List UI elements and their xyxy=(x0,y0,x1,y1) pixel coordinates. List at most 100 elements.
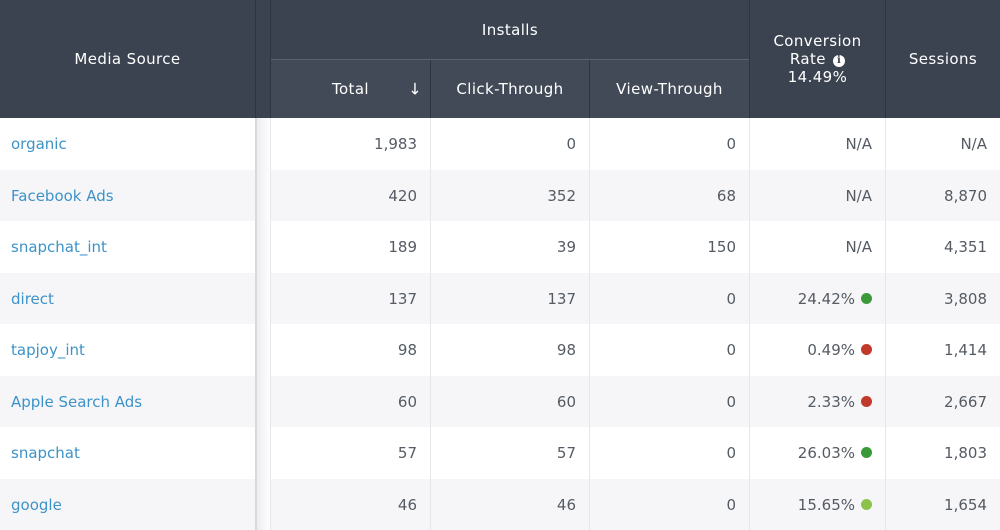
cell-conversion-rate: 26.03% xyxy=(749,427,885,478)
cell-conversion-rate: 0.49% xyxy=(749,324,885,375)
cell-conversion-rate: N/A xyxy=(749,118,885,169)
frozen-column-shadow xyxy=(255,118,271,530)
frozen-column-edge xyxy=(255,118,257,530)
column-header-view-through[interactable]: View-Through xyxy=(589,60,749,118)
cell-installs-total: 46 xyxy=(397,495,417,514)
conversion-rate-value: 2.33% xyxy=(807,393,872,411)
cell-view-through: 0 xyxy=(726,289,736,308)
cell-click-through: 98 xyxy=(556,340,576,359)
cell-click-through: 352 xyxy=(547,186,576,205)
cell-installs-total: 98 xyxy=(397,340,417,359)
conversion-rate-value: N/A xyxy=(845,187,872,205)
conversion-rate-text: 24.42% xyxy=(797,289,855,308)
column-header-conversion-label-line2-wrap: Rate i xyxy=(789,50,846,68)
column-header-view-through-label: View-Through xyxy=(616,80,723,98)
media-source-link[interactable]: tapjoy_int xyxy=(11,340,85,359)
cell-view-through: 0 xyxy=(726,134,736,153)
cell-conversion-rate: 24.42% xyxy=(749,273,885,324)
cell-conversion-rate: 2.33% xyxy=(749,376,885,427)
cell-click-through: 46 xyxy=(556,495,576,514)
cell-view-through: 0 xyxy=(726,340,736,359)
column-header-sessions[interactable]: Sessions xyxy=(885,0,1000,118)
cell-click-through: 57 xyxy=(556,443,576,462)
cell-sessions: 1,803 xyxy=(944,443,987,462)
status-dot-green xyxy=(861,447,872,458)
cell-sessions: 3,808 xyxy=(944,289,987,308)
column-header-conversion-label-line1: Conversion xyxy=(773,32,862,50)
table-row: organic 1,983 0 0 N/A N/A xyxy=(0,118,1000,169)
media-source-link[interactable]: direct xyxy=(11,289,54,308)
info-icon[interactable]: i xyxy=(833,55,846,67)
status-dot-red xyxy=(861,344,872,355)
cell-sessions: 8,870 xyxy=(944,186,987,205)
cell-installs-total: 1,983 xyxy=(374,134,417,153)
media-source-link[interactable]: organic xyxy=(11,134,67,153)
column-group-header-installs-label: Installs xyxy=(481,21,539,39)
status-dot-green xyxy=(861,293,872,304)
column-header-total[interactable]: Total ↓ xyxy=(271,60,430,118)
cell-installs-total: 420 xyxy=(388,186,417,205)
conversion-rate-text: 26.03% xyxy=(797,443,855,462)
cell-view-through: 68 xyxy=(716,186,736,205)
cell-click-through: 0 xyxy=(566,134,576,153)
cell-conversion-rate: 15.65% xyxy=(749,479,885,530)
table-row: tapjoy_int 98 98 0 0.49% 1,414 xyxy=(0,324,1000,375)
conversion-rate-value: 26.03% xyxy=(798,444,872,462)
column-group-header-installs: Installs xyxy=(271,0,749,60)
media-source-link[interactable]: snapchat_int xyxy=(11,237,107,256)
cell-view-through: 150 xyxy=(707,237,736,256)
cell-view-through: 0 xyxy=(726,392,736,411)
conversion-rate-value: 15.65% xyxy=(798,496,872,514)
conversion-rate-total-value: 14.49% xyxy=(787,68,848,86)
cell-sessions: 1,654 xyxy=(944,495,987,514)
cell-sessions: 2,667 xyxy=(944,392,987,411)
column-header-media-source-label: Media Source xyxy=(74,50,181,68)
cell-sessions: 4,351 xyxy=(944,237,987,256)
conversion-rate-value: 24.42% xyxy=(798,290,872,308)
cell-sessions: 1,414 xyxy=(944,340,987,359)
table-row: snapchat 57 57 0 26.03% 1,803 xyxy=(0,427,1000,478)
cell-installs-total: 189 xyxy=(388,237,417,256)
status-dot-red xyxy=(861,396,872,407)
cell-installs-total: 60 xyxy=(397,392,417,411)
media-source-link[interactable]: Apple Search Ads xyxy=(11,392,143,411)
cell-installs-total: 57 xyxy=(397,443,417,462)
column-header-click-through[interactable]: Click-Through xyxy=(430,60,589,118)
conversion-rate-text: 15.65% xyxy=(797,495,855,514)
table-row: direct 137 137 0 24.42% 3,808 xyxy=(0,273,1000,324)
cell-conversion-rate: N/A xyxy=(749,221,885,272)
conversion-rate-value: 0.49% xyxy=(807,341,872,359)
cell-view-through: 0 xyxy=(726,495,736,514)
cell-view-through: 0 xyxy=(726,443,736,462)
conversion-rate-value: N/A xyxy=(845,135,872,153)
media-source-link[interactable]: google xyxy=(11,495,62,514)
cell-click-through: 60 xyxy=(556,392,576,411)
column-header-click-through-label: Click-Through xyxy=(456,80,564,98)
column-header-media-source[interactable]: Media Source xyxy=(0,0,255,118)
status-dot-light-green xyxy=(861,499,872,510)
frozen-column-divider[interactable] xyxy=(255,0,271,118)
table-row: Facebook Ads 420 352 68 N/A 8,870 xyxy=(0,170,1000,221)
sort-descending-icon[interactable]: ↓ xyxy=(408,79,422,99)
cell-click-through: 39 xyxy=(556,237,576,256)
column-header-sessions-label: Sessions xyxy=(908,50,978,68)
cell-conversion-rate: N/A xyxy=(749,170,885,221)
column-header-conversion-rate[interactable]: Conversion Rate i 14.49% xyxy=(749,0,885,118)
conversion-rate-text: N/A xyxy=(845,237,872,256)
cell-click-through: 137 xyxy=(547,289,576,308)
cell-installs-total: 137 xyxy=(388,289,417,308)
table-row: google 46 46 0 15.65% 1,654 xyxy=(0,479,1000,530)
table-row: Apple Search Ads 60 60 0 2.33% 2,667 xyxy=(0,376,1000,427)
cell-sessions: N/A xyxy=(960,134,987,153)
conversion-rate-text: 0.49% xyxy=(807,340,855,359)
conversion-rate-value: N/A xyxy=(845,238,872,256)
table-row: snapchat_int 189 39 150 N/A 4,351 xyxy=(0,221,1000,272)
conversion-rate-text: N/A xyxy=(845,134,872,153)
media-source-link[interactable]: snapchat xyxy=(11,443,80,462)
column-header-total-label: Total xyxy=(331,80,370,98)
media-source-link[interactable]: Facebook Ads xyxy=(11,186,114,205)
conversion-rate-text: N/A xyxy=(845,186,872,205)
column-header-conversion-label-line2: Rate xyxy=(789,50,826,68)
conversion-rate-text: 2.33% xyxy=(807,392,855,411)
